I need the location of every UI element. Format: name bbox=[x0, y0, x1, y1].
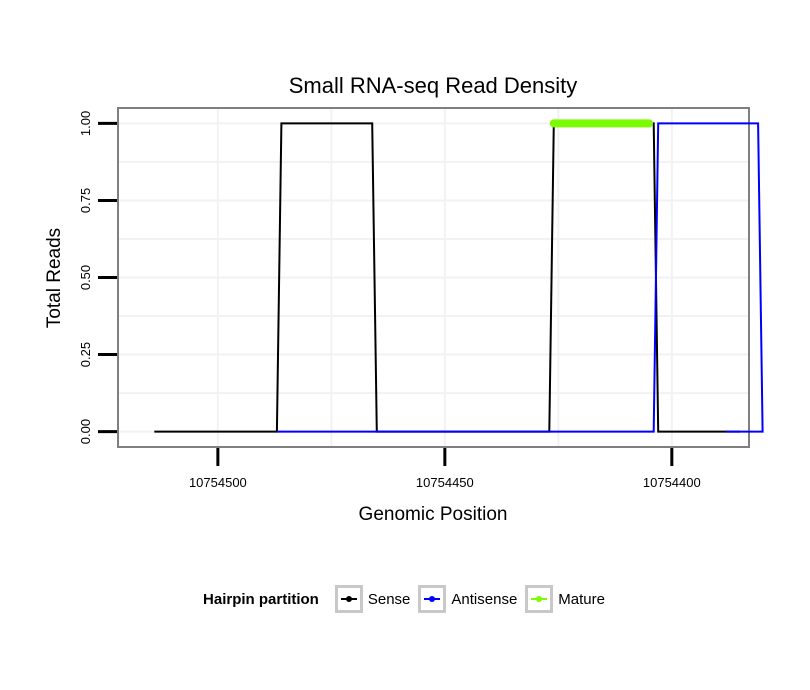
y-axis: 0.00 0.25 0.50 0.75 1.00 bbox=[78, 111, 117, 444]
legend-dot-antisense bbox=[429, 596, 436, 602]
plot-panel-border bbox=[117, 107, 750, 448]
series-line-antisense bbox=[276, 122, 764, 433]
legend-label-mature: Mature bbox=[558, 590, 605, 608]
x-tick-label: 10754450 bbox=[416, 475, 474, 490]
y-axis-title: Total Reads bbox=[44, 228, 65, 328]
legend-item-sense: Sense bbox=[334, 585, 411, 613]
legend-dot-mature bbox=[536, 596, 543, 602]
x-tick-label: 10754400 bbox=[643, 475, 701, 490]
y-tick-label: 1.00 bbox=[78, 111, 93, 136]
legend-dot-sense bbox=[345, 596, 352, 602]
legend-label-sense: Sense bbox=[367, 590, 411, 608]
legend-item-antisense: Antisense bbox=[418, 585, 517, 613]
y-tick-label: 0.75 bbox=[78, 188, 93, 213]
series-layer bbox=[154, 119, 764, 433]
chart-title: Small RNA-seq Read Density bbox=[289, 73, 578, 98]
y-tick-label: 0.00 bbox=[78, 419, 93, 444]
legend-item-mature: Mature bbox=[525, 585, 605, 613]
x-tick-label: 10754500 bbox=[189, 475, 247, 490]
legend: Hairpin partition Sense Antisense Mature bbox=[0, 578, 810, 620]
grid-lines bbox=[118, 108, 749, 447]
legend-key-antisense bbox=[418, 585, 447, 613]
legend-key-sense bbox=[334, 585, 363, 613]
y-tick-label: 0.50 bbox=[78, 265, 93, 290]
y-tick-label: 0.25 bbox=[78, 342, 93, 367]
legend-label-antisense: Antisense bbox=[451, 590, 518, 608]
chart-canvas: Small RNA-seq Read Density 0.000.250.500… bbox=[44, 73, 764, 525]
legend-title: Hairpin partition bbox=[203, 590, 319, 608]
x-axis-title: Genomic Position bbox=[359, 504, 508, 525]
x-axis: 10754500 10754450 10754400 bbox=[189, 448, 701, 490]
legend-key-mature bbox=[525, 585, 554, 613]
